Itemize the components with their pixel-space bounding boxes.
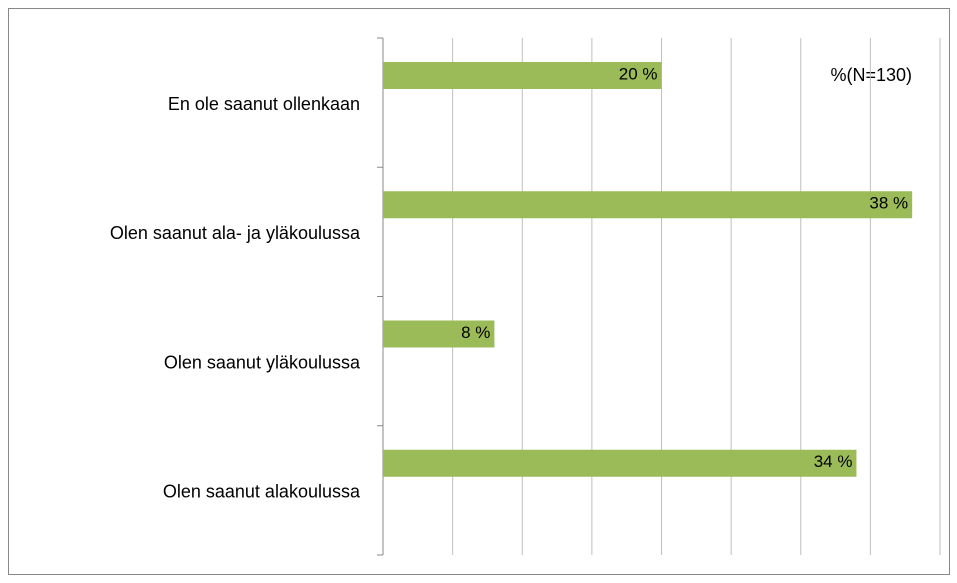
y-tick-label: Olen saanut yläkoulussa xyxy=(164,352,361,372)
data-label: 34 % xyxy=(814,452,853,471)
bar xyxy=(383,320,495,348)
data-label: 8 % xyxy=(461,323,490,342)
bar xyxy=(383,62,662,89)
data-label: 20 % xyxy=(619,64,658,83)
annotation: %(N=130) xyxy=(830,65,912,85)
bar xyxy=(383,449,857,477)
chart-frame xyxy=(8,8,950,575)
y-tick-label: Olen saanut ala- ja yläkoulussa xyxy=(110,223,361,243)
y-tick-label: En ole saanut ollenkaan xyxy=(168,94,360,114)
data-label: 38 % xyxy=(869,194,908,213)
y-tick-label: Olen saanut alakoulussa xyxy=(163,482,361,502)
bar xyxy=(383,191,913,219)
